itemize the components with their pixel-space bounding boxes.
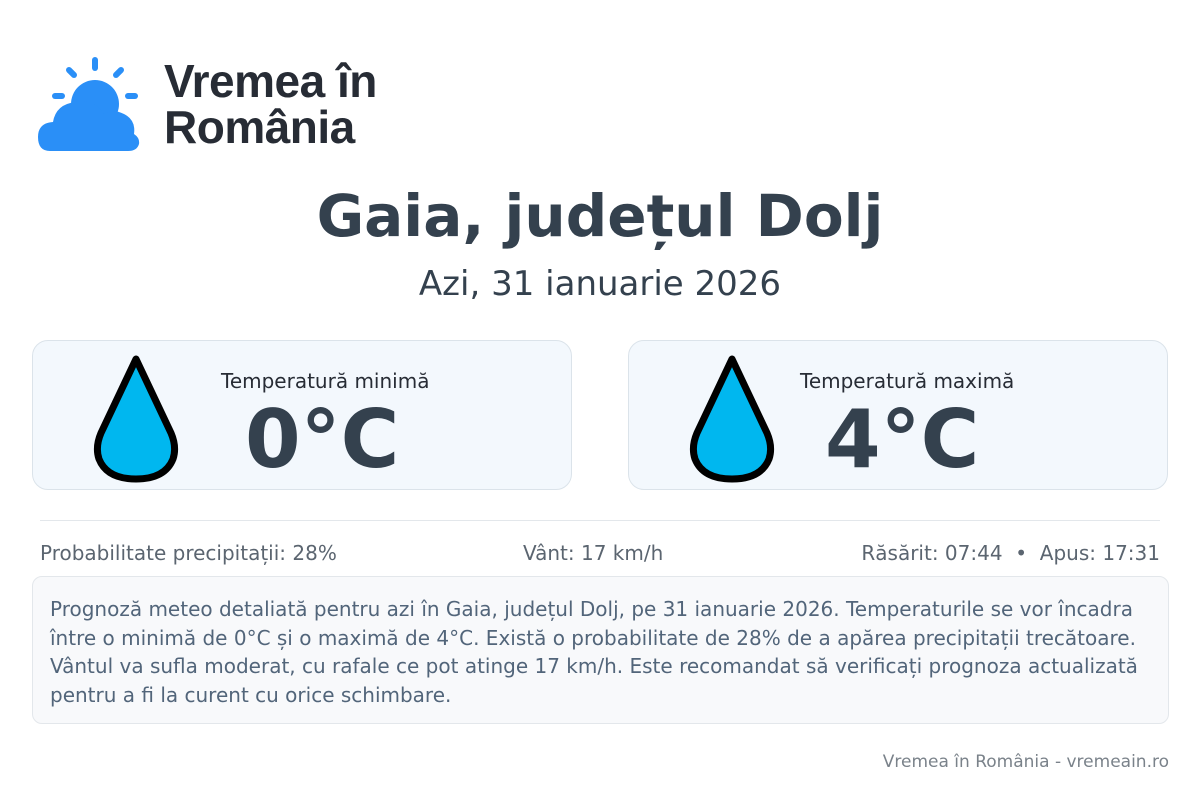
min-temp-card: Temperatură minimă 0°C <box>32 340 572 490</box>
water-drop-icon <box>93 355 179 483</box>
precipitation-stat: Probabilitate precipitații: 28% <box>40 541 337 565</box>
water-drop-icon <box>689 355 775 483</box>
min-temp-label: Temperatură minimă <box>221 369 430 393</box>
sun-cloud-icon <box>38 57 140 151</box>
sun-times-stat: Răsărit: 07:44 • Apus: 17:31 <box>861 541 1160 565</box>
divider <box>40 520 1160 521</box>
max-temp-card: Temperatură maximă 4°C <box>628 340 1168 490</box>
page-title: Gaia, județul Dolj <box>316 182 884 250</box>
logo-line2: România <box>164 101 355 153</box>
wind-stat: Vânt: 17 km/h <box>523 541 664 565</box>
max-temp-label: Temperatură maximă <box>800 369 1015 393</box>
logo: Vremea în România <box>36 54 377 154</box>
max-temp-value: 4°C <box>825 393 980 486</box>
date-subtitle: Azi, 31 ianuarie 2026 <box>418 264 782 304</box>
forecast-description: Prognoză meteo detaliată pentru azi în G… <box>32 576 1169 724</box>
min-temp-value: 0°C <box>245 393 400 486</box>
footer-credit: Vremea în România - vremeain.ro <box>882 752 1169 772</box>
logo-line1: Vremea în <box>164 55 377 107</box>
